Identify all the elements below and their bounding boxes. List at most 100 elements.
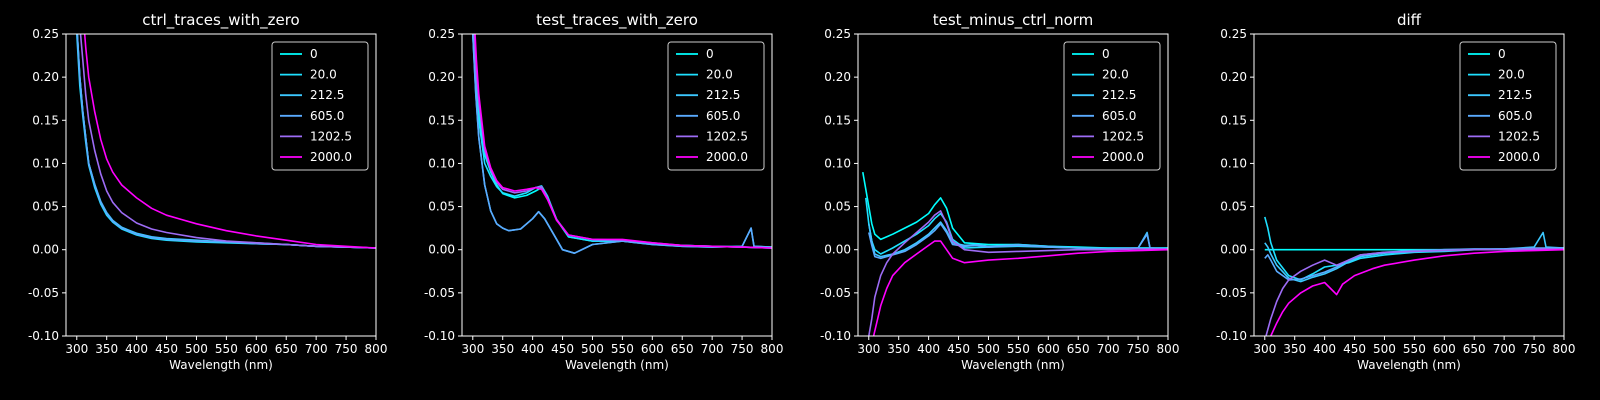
series-line-605-0 [868,223,1168,260]
x-tick-label: 450 [1343,342,1366,356]
x-tick-label: 350 [1283,342,1306,356]
y-tick-label: 0.25 [1220,27,1247,41]
x-tick-label: 800 [365,342,388,356]
y-tick-label: 0.15 [428,113,455,127]
y-tick-label: -0.10 [424,329,455,343]
legend-entry: 212.5 [1498,88,1532,102]
y-tick-label: 0.10 [1220,156,1247,170]
series-line-1202-5 [868,210,1168,336]
x-tick-label: 550 [215,342,238,356]
legend-entry: 20.0 [706,68,733,82]
series-line-2000-0 [872,240,1168,336]
y-tick-label: -0.05 [28,286,59,300]
legend-entry: 0 [1498,47,1506,61]
legend-entry: 212.5 [1102,88,1136,102]
x-tick-label: 400 [521,342,544,356]
chart-panel-test-traces-with-zero: test_traces_with_zero 300 350 400 450 500 550 6… [424,11,784,372]
x-tick-label: 550 [611,342,634,356]
chart-title: test_traces_with_zero [536,11,698,30]
y-tick-label: -0.10 [1216,329,1247,343]
x-tick-label: 750 [731,342,754,356]
x-tick-label: 650 [1067,342,1090,356]
y-tick-label: 0.05 [428,200,455,214]
y-tick-label: 0.20 [824,70,851,84]
y-tick-label: -0.05 [424,286,455,300]
x-tick-label: 700 [1097,342,1120,356]
series-line-1202-5 [1265,248,1564,336]
series-line-2000-0 [1270,248,1564,336]
legend: 0 20.0 212.5 605.0 1202.5 2000.0 [1459,41,1557,171]
x-tick-label: 500 [581,342,604,356]
legend-entry: 2000.0 [1102,150,1144,164]
y-tick-label: 0.05 [1220,200,1247,214]
legend-entry: 605.0 [706,109,740,123]
x-tick-label: 600 [1433,342,1456,356]
legend-entry: 2000.0 [706,150,748,164]
x-tick-label: 350 [95,342,118,356]
x-axis-label: Wavelength (nm) [961,358,1065,372]
legend-entry: 212.5 [706,88,740,102]
x-tick-label: 550 [1007,342,1030,356]
legend-entry: 1202.5 [706,129,748,143]
legend-entry: 1202.5 [310,129,352,143]
y-tick-label: 0.20 [32,70,59,84]
y-tick-label: -0.05 [1216,286,1247,300]
x-tick-label: 450 [551,342,574,356]
x-tick-label: 650 [275,342,298,356]
x-tick-label: 300 [65,342,88,356]
legend-entry: 20.0 [310,68,337,82]
legend-entry: 605.0 [1498,109,1532,123]
y-tick-label: 0.10 [428,156,455,170]
x-tick-label: 750 [1523,342,1546,356]
x-tick-label: 600 [641,342,664,356]
chart-title: ctrl_traces_with_zero [142,11,299,30]
legend: 0 20.0 212.5 605.0 1202.5 2000.0 [667,41,765,171]
x-tick-label: 750 [1127,342,1150,356]
chart-title: diff [1397,11,1422,29]
y-tick-label: 0.25 [428,27,455,41]
x-axis-label: Wavelength (nm) [565,358,669,372]
x-tick-label: 450 [155,342,178,356]
x-tick-label: 400 [1313,342,1336,356]
x-tick-label: 700 [305,342,328,356]
x-tick-label: 500 [185,342,208,356]
x-tick-label: 600 [1037,342,1060,356]
legend: 0 20.0 212.5 605.0 1202.5 2000.0 [271,41,369,171]
series-group [862,171,1168,336]
y-tick-label: -0.10 [28,329,59,343]
y-tick-label: -0.10 [820,329,851,343]
x-axis-label: Wavelength (nm) [1357,358,1461,372]
chart-panel-diff: diff 300 350 400 450 500 550 600 650 700 750 800 -0.… [1216,11,1576,372]
legend-entry: 2000.0 [310,150,352,164]
plot-frame [857,33,1169,337]
x-tick-label: 300 [461,342,484,356]
chart-title: test_minus_ctrl_norm [933,11,1094,30]
y-tick-label: 0.00 [32,243,59,257]
legend-entry: 0 [310,47,318,61]
x-axis-label: Wavelength (nm) [169,358,273,372]
x-tick-label: 600 [245,342,268,356]
legend: 0 20.0 212.5 605.0 1202.5 2000.0 [1063,41,1161,171]
plot-frame [461,33,773,337]
x-tick-label: 450 [947,342,970,356]
y-tick-label: 0.20 [1220,70,1247,84]
series-line-1202-5 [79,34,376,249]
y-tick-label: 0.00 [824,243,851,257]
y-tick-label: 0.10 [32,156,59,170]
y-tick-label: 0.05 [824,200,851,214]
x-tick-label: 350 [887,342,910,356]
y-tick-label: 0.15 [824,113,851,127]
x-tick-label: 350 [491,342,514,356]
x-tick-label: 800 [1553,342,1576,356]
x-tick-label: 550 [1403,342,1426,356]
y-tick-label: 0.15 [1220,113,1247,127]
legend-entry: 20.0 [1498,68,1525,82]
y-tick-label: 0.00 [1220,243,1247,257]
x-tick-label: 800 [761,342,784,356]
chart-panel-ctrl-traces-with-zero: ctrl_traces_with_zero 300 350 400 450 500 550 6… [28,11,388,372]
x-tick-label: 700 [1493,342,1516,356]
series-line-212-5 [1264,231,1564,283]
chart-panel-test-minus-ctrl-norm: test_minus_ctrl_norm 300 350 400 450 500 550 60… [820,11,1180,372]
y-tick-label: 0.10 [824,156,851,170]
x-tick-label: 300 [1253,342,1276,356]
